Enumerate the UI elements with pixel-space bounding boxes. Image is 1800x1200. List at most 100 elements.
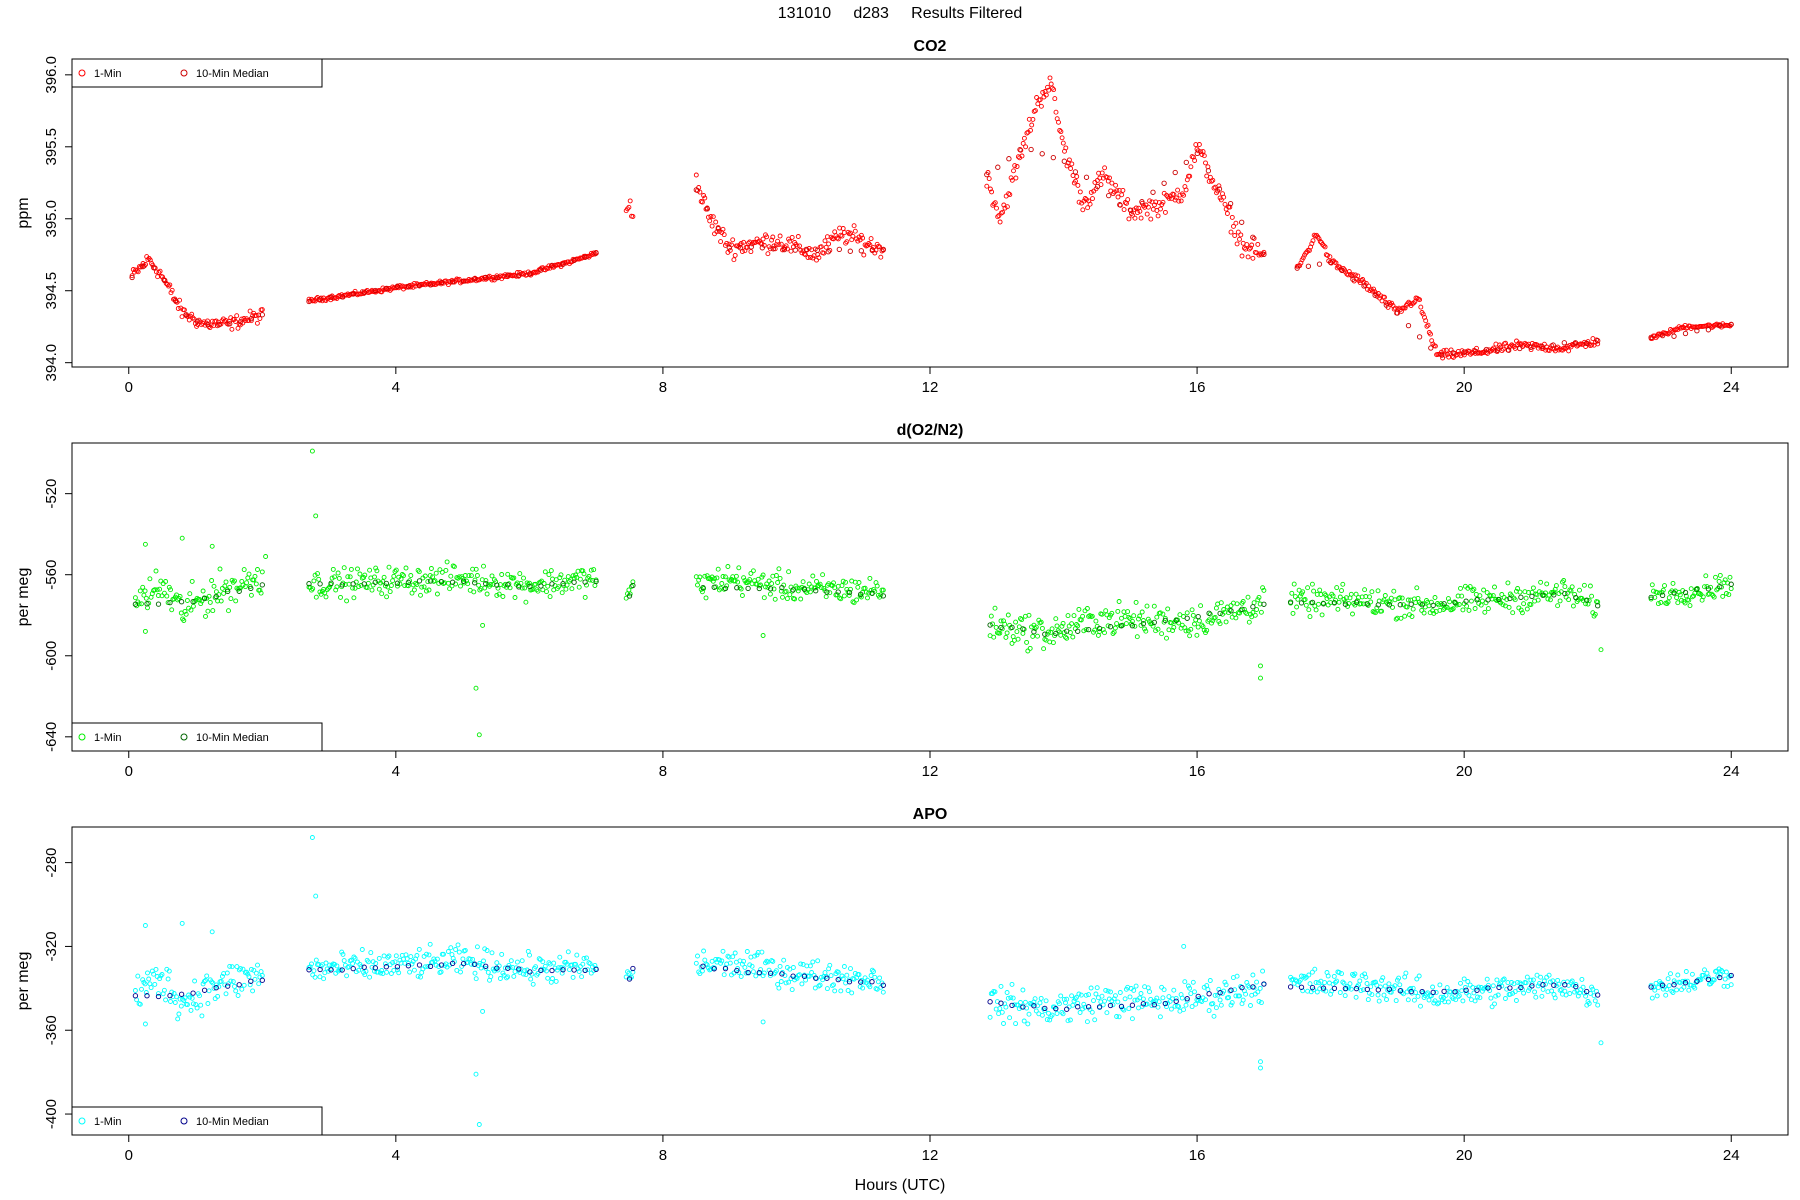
data-point-10min: [1309, 599, 1316, 606]
data-point-10min: [350, 291, 356, 297]
data-point-1min: [1014, 164, 1020, 169]
data-point-1min: [1019, 617, 1025, 623]
data-point-10min: [1106, 192, 1112, 199]
data-point-1min: [1020, 987, 1026, 993]
data-point-1min: [1238, 984, 1244, 989]
panel-title: APO: [913, 806, 948, 823]
data-point-1min: [379, 968, 385, 973]
data-point-10min: [201, 987, 208, 993]
data-point-1min: [408, 573, 414, 578]
data-point-1min: [1222, 201, 1228, 207]
data-point-1min: [1539, 993, 1545, 999]
data-point-1min: [1303, 250, 1309, 256]
data-point-10min: [1472, 348, 1478, 354]
data-point-1min: [1250, 255, 1256, 261]
data-point-10min: [372, 965, 378, 971]
data-point-1min: [861, 979, 867, 985]
data-point-10min: [1648, 984, 1654, 990]
data-point-1min: [1249, 242, 1255, 248]
y-axis-label: per meg: [15, 952, 32, 1011]
data-point-1min: [1144, 1001, 1150, 1007]
data-point-1min: [829, 983, 835, 989]
data-point-1min: [1115, 194, 1121, 200]
data-point-1min: [1126, 614, 1132, 620]
data-point-1min: [1379, 608, 1385, 614]
data-point-1min: [1221, 194, 1227, 200]
legend-label-10min: 10-Min Median: [196, 732, 269, 744]
data-point-10min: [1372, 292, 1378, 298]
data-point-10min: [394, 283, 401, 289]
data-point-1min: [1245, 594, 1251, 600]
data-point-1min: [814, 976, 819, 982]
data-point-10min: [1239, 606, 1245, 612]
data-point-1min: [160, 274, 165, 280]
data-point-1min: [739, 593, 745, 598]
data-point-1min: [877, 244, 883, 250]
data-point-10min: [1140, 620, 1147, 627]
data-point-1min: [259, 569, 265, 575]
data-point-1min: [456, 949, 462, 955]
data-point-1min: [831, 982, 836, 988]
data-point-1min: [176, 1011, 182, 1017]
data-point-1min: [699, 199, 705, 205]
data-point-1min: [213, 318, 219, 324]
data-point-1min: [1702, 584, 1707, 590]
data-point-1min: [384, 969, 390, 975]
data-point-1min: [856, 580, 862, 585]
data-point-1min: [1083, 992, 1089, 998]
data-point-1min: [1087, 201, 1093, 207]
data-point-10min: [1517, 345, 1523, 352]
data-point-1min: [1331, 973, 1337, 979]
data-point-1min: [166, 968, 172, 974]
data-point-1min: [756, 583, 762, 589]
data-point-1min: [1679, 597, 1684, 603]
data-point-10min: [1705, 976, 1712, 983]
data-point-1min: [771, 243, 777, 249]
data-point-1min: [1417, 297, 1423, 303]
data-point-10min: [460, 960, 467, 967]
data-point-1min: [1371, 286, 1377, 292]
data-point-1min: [1557, 598, 1563, 604]
legend-box: [71, 1106, 323, 1136]
data-point-1min: [800, 579, 806, 585]
data-point-1min: [1051, 87, 1057, 93]
data-point-10min: [505, 965, 511, 971]
data-point-1min: [869, 967, 875, 973]
data-point-1min: [1352, 272, 1358, 278]
data-point-1min: [344, 598, 350, 604]
data-point-1min: [693, 960, 699, 966]
data-point-1min: [1218, 197, 1224, 203]
data-point-1min: [846, 592, 852, 598]
x-tick-label: 8: [659, 1147, 667, 1164]
data-point-1min: [1683, 969, 1689, 974]
data-point-1min: [1504, 986, 1510, 992]
data-point-1min: [1137, 208, 1143, 214]
data-point-10min: [505, 272, 511, 278]
data-point-1min: [365, 580, 371, 586]
data-point-1min: [1292, 977, 1298, 983]
data-point-1min: [1503, 340, 1509, 346]
data-point-1min: [761, 595, 767, 601]
data-point-1min: [1013, 1021, 1019, 1027]
data-point-1min: [1240, 599, 1246, 604]
data-point-1min: [1000, 209, 1006, 215]
data-point-10min: [1342, 601, 1349, 607]
data-point-1min: [1595, 1002, 1601, 1008]
data-point-1min: [630, 214, 636, 219]
data-point-1min: [588, 970, 594, 976]
data-point-1min: [1008, 175, 1014, 181]
data-point-10min: [824, 589, 830, 595]
data-point-1min: [1485, 606, 1491, 612]
data-point-10min: [1129, 1002, 1136, 1008]
data-point-1min: [335, 570, 341, 576]
data-point-1min: [777, 575, 783, 581]
data-point-1min: [1102, 165, 1108, 171]
data-point-1min: [422, 573, 428, 579]
data-point-1min: [1425, 990, 1431, 996]
data-point-1min: [1193, 1001, 1199, 1007]
data-point-10min: [161, 277, 168, 284]
data-point-1min: [1567, 587, 1573, 593]
legend-marker-10min: [180, 733, 188, 741]
data-point-10min: [394, 964, 401, 970]
data-point-1min: [397, 283, 403, 289]
